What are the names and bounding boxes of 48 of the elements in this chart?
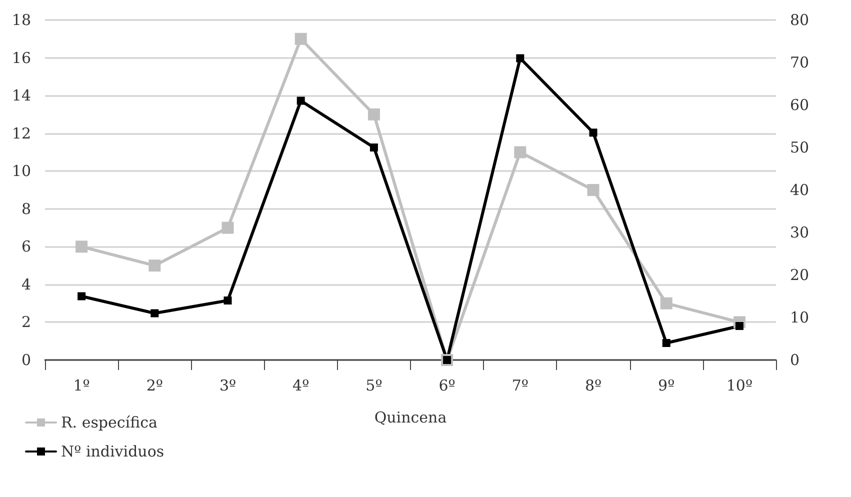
y-tick-label: 0 (21, 351, 31, 369)
y-tick-label: 12 (12, 124, 31, 142)
point (222, 222, 234, 234)
x-tick-label: 7º (512, 376, 528, 394)
x-tick-label: 1º (73, 376, 90, 394)
point (224, 296, 232, 304)
y2-tick-label: 0 (790, 351, 800, 369)
y-tick-label: 8 (21, 200, 31, 218)
y-tick-label: 4 (21, 275, 31, 294)
x-tick-label: 8º (584, 376, 602, 394)
x-tick-label: 4º (292, 376, 310, 394)
y2-tick-label: 50 (790, 138, 810, 156)
point (662, 339, 670, 347)
x-tick-label: 10º (726, 376, 753, 394)
point (150, 309, 159, 318)
point (296, 96, 305, 105)
point (294, 32, 307, 45)
y2-tick-label: 10 (790, 308, 810, 326)
y-tick-label: 16 (12, 48, 31, 67)
x-tick-label: 5º (366, 376, 382, 394)
point (76, 240, 88, 253)
y2-tick-label: 80 (790, 11, 810, 29)
point (370, 144, 378, 152)
y2-tick-label: 40 (790, 181, 810, 199)
y2-tick-label: 20 (790, 266, 810, 284)
point (368, 108, 380, 120)
point (516, 54, 524, 62)
point (589, 128, 598, 137)
x-tick-label: 6º (438, 376, 456, 394)
point (587, 184, 600, 196)
y2-tick-label: 30 (790, 224, 810, 242)
y-tick-label: 10 (12, 162, 31, 180)
y-tick-label: 14 (12, 86, 31, 105)
y2-tick-label: 70 (790, 54, 810, 72)
x-tick-label: 9º (658, 376, 675, 394)
x-tick-label: 3º (219, 376, 236, 394)
point (660, 297, 672, 310)
y-tick-label: 2 (21, 313, 31, 332)
point (148, 260, 161, 272)
y-tick-label: 6 (21, 238, 31, 256)
x-tick-label: 2º (146, 376, 163, 394)
y2-tick-label: 60 (790, 96, 810, 114)
x-axis-title: Quincena (374, 408, 447, 426)
legend-label: Nº individuos (61, 442, 164, 460)
point (514, 146, 526, 158)
legend-label: R. específica (61, 414, 158, 432)
point (78, 292, 86, 300)
y-tick-label: 18 (12, 11, 31, 29)
